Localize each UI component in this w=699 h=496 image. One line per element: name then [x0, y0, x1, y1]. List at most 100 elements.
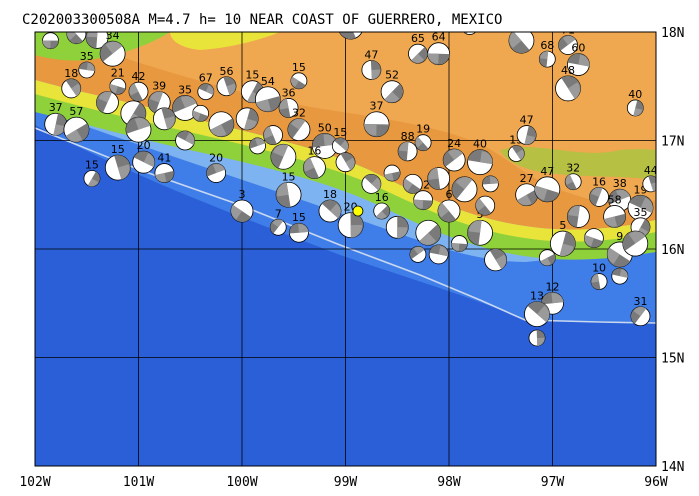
x-tick-label: 97W [541, 475, 565, 490]
event-marker [249, 137, 266, 155]
event-marker [427, 167, 451, 190]
event-marker [383, 164, 401, 182]
event-marker: 37 [363, 100, 390, 138]
beachball-quadrant [65, 129, 83, 142]
beachball-quadrant [371, 69, 381, 80]
event-marker: 35 [172, 83, 198, 121]
y-tick-label: 16N [661, 243, 684, 258]
event-marker [611, 267, 629, 285]
beachball-quadrant [384, 91, 400, 103]
beachball-quadrant [413, 199, 424, 209]
beachball-quadrant [180, 96, 197, 108]
beachball-quadrant [607, 247, 620, 264]
event-depth-label: 6 [446, 188, 453, 201]
beachball-quadrant [517, 194, 532, 206]
event-depth-label: 24 [447, 137, 461, 150]
beachball-quadrant [413, 246, 425, 255]
beachball-quadrant [568, 82, 581, 99]
beachball-quadrant [164, 116, 175, 130]
event-depth-label: 47 [364, 48, 378, 61]
event-marker: 5 [467, 208, 493, 246]
beachball-quadrant [87, 178, 99, 187]
beachball-quadrant [86, 62, 95, 72]
event-depth-label: 56 [219, 65, 233, 78]
event-depth-label: 15 [245, 69, 259, 82]
event-marker: 20 [337, 201, 364, 239]
event-marker: 52 [380, 69, 404, 104]
event-depth-label: 18 [64, 67, 78, 80]
event-marker: 40 [467, 138, 493, 176]
beachball-quadrant [98, 91, 112, 103]
beachball-quadrant [298, 224, 309, 233]
event-marker: 42 [128, 70, 149, 102]
event-depth-label: 7 [275, 207, 282, 220]
beachball-quadrant [559, 243, 574, 257]
beachball-quadrant [428, 167, 439, 180]
event-marker: 6 [437, 188, 461, 223]
beachball-quadrant [129, 83, 139, 96]
beachball-quadrant [155, 173, 167, 182]
beachball-quadrant [562, 35, 576, 46]
event-marker [335, 152, 356, 173]
beachball-quadrant [210, 124, 227, 137]
beachball-quadrant [411, 53, 424, 63]
beachball-quadrant [534, 185, 548, 201]
event-depth-label: 37 [49, 101, 63, 114]
event-depth-label: 9 [616, 230, 623, 243]
event-depth-label: 48 [561, 64, 575, 77]
beachball-quadrant [384, 173, 394, 181]
event-marker [484, 248, 507, 272]
event-marker: 37 [44, 101, 68, 136]
beachball-quadrant [633, 107, 643, 116]
event-marker [361, 173, 382, 194]
beachball-quadrant [489, 176, 499, 184]
x-tick-label: 98W [437, 475, 461, 490]
event-marker: 68 [538, 39, 556, 68]
event-marker: 44 [642, 164, 656, 193]
event-marker: 58 [603, 193, 626, 228]
beachball-quadrant [134, 117, 151, 130]
event-depth-label: 15 [292, 61, 306, 74]
beachball-quadrant [419, 232, 436, 245]
event-marker: 40 [626, 88, 644, 117]
beachball-quadrant [272, 219, 284, 228]
event-depth-label: 67 [199, 72, 213, 85]
beachball-quadrant [244, 118, 257, 130]
beachball-quadrant [650, 182, 656, 192]
beachball-quadrant [71, 83, 81, 97]
beachball-quadrant [350, 224, 363, 238]
event-marker: 36 [278, 86, 299, 118]
event-marker: 69 [338, 32, 363, 40]
x-tick-label: 96W [644, 475, 668, 490]
event-depth-label: 34 [106, 29, 120, 42]
x-tick-labels: 102W 101W 100W 99W 98W 97W 96W [19, 475, 668, 490]
event-depth-label: 13 [530, 290, 544, 303]
event-depth-label: 71 [561, 24, 575, 37]
beachball-quadrant [53, 124, 66, 136]
beachball-quadrant [633, 306, 647, 317]
beachball-quadrant [117, 164, 130, 180]
event-depth-label: 12 [44, 21, 58, 34]
event-marker: 16 [589, 175, 609, 207]
x-tick-label: 102W [19, 475, 50, 490]
land-north-yellow [170, 32, 280, 50]
event-marker: 64 [427, 32, 451, 66]
event-depth-label: 15 [282, 170, 296, 183]
event-depth-label: 3 [239, 188, 246, 201]
beachball-quadrant [495, 254, 507, 270]
event-marker: 21 [109, 66, 127, 95]
event-depth-label: 5 [559, 219, 566, 232]
beachball-quadrant [279, 98, 289, 110]
beachball-quadrant [578, 54, 590, 67]
beachball-quadrant [448, 149, 463, 161]
event-depth-label: 37 [370, 100, 384, 113]
y-tick-label: 14N [661, 460, 684, 475]
beachball-quadrant [231, 204, 242, 220]
event-marker: 13 [524, 290, 550, 328]
event-marker [584, 228, 604, 249]
event-marker: 16 [373, 191, 391, 220]
event-marker: 12 [413, 179, 434, 211]
event-marker: 18 [318, 188, 342, 223]
beachball-quadrant [540, 257, 551, 266]
